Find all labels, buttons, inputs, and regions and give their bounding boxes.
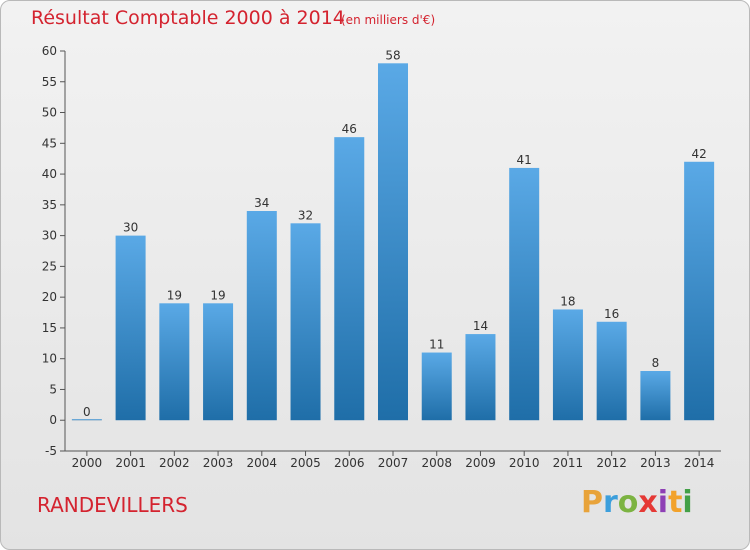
- y-tick-label: -5: [45, 444, 57, 458]
- y-tick-label: 20: [42, 290, 57, 304]
- bar-2005: [290, 223, 321, 421]
- brand-letter: P: [581, 485, 603, 520]
- data-label: 58: [385, 48, 400, 62]
- x-tick-label: 2010: [509, 456, 540, 470]
- x-tick-label: 2008: [421, 456, 452, 470]
- data-label: 8: [652, 356, 660, 370]
- bar-2004: [246, 211, 277, 421]
- data-label: 42: [691, 147, 706, 161]
- x-tick-label: 2013: [640, 456, 671, 470]
- y-tick-label: 0: [49, 413, 57, 427]
- data-label: 30: [123, 221, 138, 235]
- y-tick-label: 50: [42, 106, 57, 120]
- bar-2013: [640, 371, 671, 421]
- y-tick-label: 45: [42, 136, 57, 150]
- x-tick-label: 2011: [553, 456, 584, 470]
- y-tick-label: 10: [42, 352, 57, 366]
- x-tick-label: 2004: [247, 456, 278, 470]
- x-tick-label: 2003: [203, 456, 234, 470]
- data-label: 19: [167, 288, 182, 302]
- labels-group: 2000 0 2001 30 2002 19 2003 19 2004 34 2005 32 2006 4…: [72, 48, 715, 470]
- brand-letter: t: [668, 485, 683, 520]
- y-tick-label: 5: [49, 382, 57, 396]
- x-tick-label: 2002: [159, 456, 190, 470]
- data-label: 32: [298, 208, 313, 222]
- bar-2009: [465, 334, 496, 421]
- bar-2010: [509, 167, 540, 421]
- axes: -5 0 5 10 15 20 25 30 35 40 45 50 55 60: [42, 44, 721, 458]
- y-tick-label: 60: [42, 44, 57, 58]
- data-label: 34: [254, 196, 269, 210]
- brand-letter: r: [603, 485, 618, 520]
- bar-2000: [71, 419, 102, 421]
- brand-letter: o: [617, 485, 639, 520]
- y-tick-label: 15: [42, 321, 57, 335]
- x-tick-label: 2014: [684, 456, 715, 470]
- bars-group: [71, 63, 715, 421]
- data-label: 19: [210, 288, 225, 302]
- bar-2006: [334, 137, 365, 421]
- bar-2011: [552, 309, 583, 421]
- chart-subtitle: (en milliers d'€): [341, 13, 436, 27]
- data-label: 18: [560, 294, 575, 308]
- chart-title: Résultat Comptable 2000 à 2014: [31, 7, 345, 29]
- bar-2002: [159, 303, 190, 421]
- x-tick-label: 2005: [290, 456, 321, 470]
- y-tick-label: 30: [42, 229, 57, 243]
- y-tick-label: 25: [42, 259, 57, 273]
- data-label: 14: [473, 319, 488, 333]
- y-tick-label: 35: [42, 198, 57, 212]
- data-label: 0: [83, 405, 91, 419]
- data-label: 46: [342, 122, 357, 136]
- brand-letter: x: [638, 485, 658, 520]
- bar-2012: [596, 321, 627, 421]
- bar-2007: [378, 63, 408, 421]
- x-tick-label: 2012: [596, 456, 627, 470]
- bar-2014: [684, 161, 715, 421]
- y-tick-label: 40: [42, 167, 57, 181]
- location-label: RANDEVILLERS: [37, 493, 188, 517]
- x-tick-label: 2007: [378, 456, 409, 470]
- bar-2001: [115, 235, 146, 421]
- y-tick-label: 55: [42, 75, 57, 89]
- bar-2008: [421, 352, 452, 421]
- x-tick-label: 2006: [334, 456, 365, 470]
- x-tick-label: 2009: [465, 456, 496, 470]
- x-tick-label: 2000: [72, 456, 103, 470]
- bar-2003: [203, 303, 234, 421]
- brand-letter: i: [682, 485, 693, 520]
- x-tick-label: 2001: [115, 456, 146, 470]
- brand-letter: i: [657, 485, 669, 520]
- data-label: 41: [517, 153, 532, 167]
- data-label: 16: [604, 307, 619, 321]
- data-label: 11: [429, 338, 444, 352]
- brand-logo: Proxiti: [581, 485, 693, 520]
